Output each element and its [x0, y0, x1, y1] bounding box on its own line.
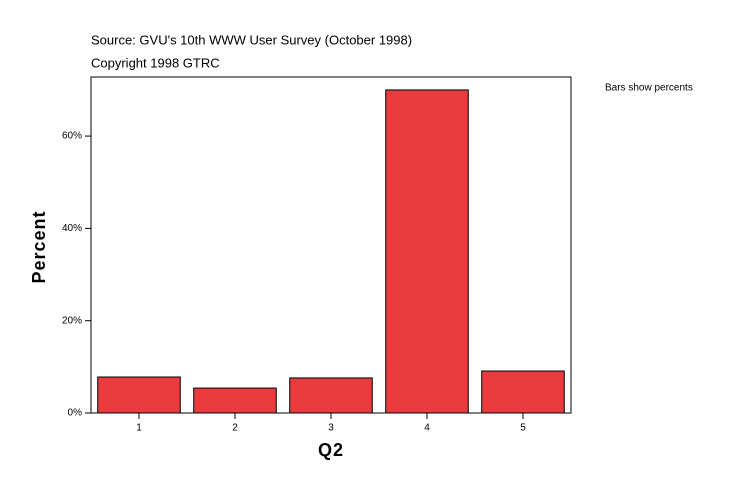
bar: [97, 376, 181, 414]
bar: [385, 89, 469, 414]
annotation: Bars show percents: [605, 83, 693, 94]
x-tick-label: 3: [328, 423, 334, 434]
plot-area: [90, 76, 572, 414]
x-axis-title: Q2: [318, 440, 344, 460]
chart-title: Source: GVU's 10th WWW User Survey (Octo…: [91, 32, 412, 47]
x-tick-label: 4: [424, 423, 430, 434]
y-tick-label: 40%: [62, 223, 82, 234]
bar: [289, 377, 373, 414]
x-tick-label: 1: [136, 423, 142, 434]
y-tick-label: 60%: [62, 131, 82, 142]
x-tick-label: 5: [520, 423, 526, 434]
y-tick-label: 20%: [62, 315, 82, 326]
chart-subtitle: Copyright 1998 GTRC: [91, 55, 220, 70]
bar: [193, 387, 277, 414]
x-tick-label: 2: [232, 423, 238, 434]
y-axis-title: Percent: [29, 210, 49, 283]
y-tick-label: 0%: [68, 408, 83, 419]
bar: [481, 370, 565, 414]
